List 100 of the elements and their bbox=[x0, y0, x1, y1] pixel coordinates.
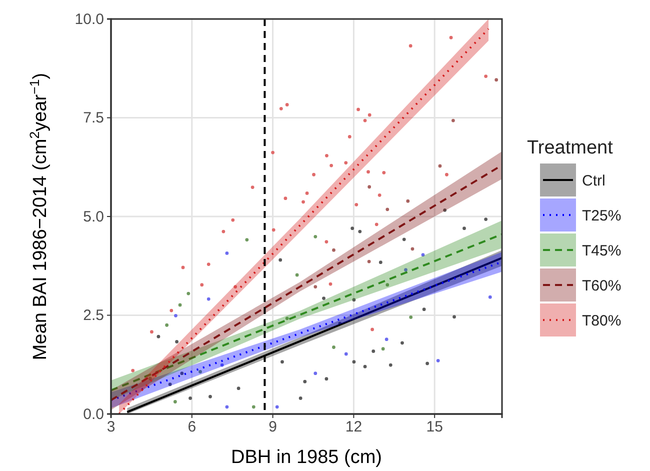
legend-label: Ctrl bbox=[582, 172, 606, 190]
y-tick-label: 5.0 bbox=[83, 208, 104, 226]
point bbox=[332, 346, 336, 349]
point bbox=[462, 226, 466, 230]
point bbox=[436, 358, 440, 362]
point bbox=[220, 363, 224, 367]
legend-title: Treatment bbox=[527, 138, 614, 158]
point bbox=[404, 268, 408, 272]
point bbox=[324, 240, 328, 244]
point bbox=[352, 360, 356, 364]
point bbox=[222, 230, 226, 234]
point bbox=[173, 400, 177, 404]
y-tick-label: 10.0 bbox=[74, 10, 104, 28]
point bbox=[188, 396, 192, 400]
point bbox=[168, 382, 172, 386]
point bbox=[298, 396, 302, 400]
point bbox=[356, 108, 360, 112]
point bbox=[314, 285, 318, 288]
point bbox=[156, 334, 160, 338]
point bbox=[367, 260, 371, 264]
point bbox=[206, 262, 210, 266]
point bbox=[382, 170, 386, 174]
point bbox=[150, 330, 154, 334]
point bbox=[314, 372, 318, 376]
point bbox=[406, 199, 410, 203]
point bbox=[344, 161, 348, 164]
point bbox=[250, 186, 254, 189]
point bbox=[324, 377, 328, 381]
point bbox=[236, 386, 240, 390]
point bbox=[322, 296, 326, 300]
point bbox=[332, 248, 336, 252]
point bbox=[400, 341, 404, 345]
point bbox=[402, 238, 406, 242]
point bbox=[348, 135, 352, 138]
point bbox=[328, 282, 332, 286]
point bbox=[381, 347, 385, 351]
point bbox=[443, 208, 447, 212]
point bbox=[208, 394, 212, 398]
point bbox=[378, 193, 382, 197]
point bbox=[206, 297, 210, 301]
point bbox=[280, 360, 284, 364]
point bbox=[245, 238, 249, 242]
point bbox=[488, 295, 492, 299]
x-axis-title: DBH in 1985 (cm) bbox=[231, 447, 382, 468]
point bbox=[178, 303, 182, 307]
point bbox=[484, 74, 488, 78]
point bbox=[312, 172, 316, 176]
point bbox=[278, 258, 282, 262]
point bbox=[285, 103, 289, 106]
x-tick-label: 15 bbox=[426, 418, 443, 436]
point bbox=[181, 266, 185, 270]
point bbox=[410, 247, 414, 251]
point bbox=[452, 118, 455, 122]
point bbox=[175, 340, 178, 344]
x-tick-label: 12 bbox=[345, 418, 362, 436]
legend-label: T80% bbox=[582, 312, 622, 330]
point bbox=[363, 118, 367, 122]
point bbox=[445, 172, 448, 176]
legend-label: T60% bbox=[582, 278, 622, 294]
point bbox=[200, 283, 204, 287]
point bbox=[231, 218, 235, 222]
point bbox=[484, 218, 488, 221]
point bbox=[186, 292, 190, 296]
point bbox=[275, 405, 279, 409]
point bbox=[368, 113, 372, 117]
point bbox=[303, 380, 307, 384]
point bbox=[305, 192, 309, 195]
point bbox=[494, 78, 498, 82]
point bbox=[330, 164, 333, 168]
point bbox=[284, 196, 288, 200]
point bbox=[409, 316, 413, 319]
point bbox=[148, 376, 152, 380]
point bbox=[180, 372, 184, 376]
y-tick-label: 0.0 bbox=[83, 406, 104, 423]
point bbox=[384, 338, 388, 342]
point bbox=[325, 154, 328, 158]
point bbox=[295, 273, 299, 277]
point bbox=[378, 260, 382, 264]
point bbox=[225, 252, 229, 255]
point bbox=[354, 202, 358, 206]
x-tick-label: 6 bbox=[188, 418, 196, 436]
point bbox=[279, 106, 283, 110]
point bbox=[366, 170, 370, 174]
point bbox=[174, 314, 178, 318]
point bbox=[198, 370, 202, 374]
point bbox=[363, 364, 367, 368]
point bbox=[252, 405, 256, 409]
point bbox=[386, 283, 390, 287]
point bbox=[271, 150, 274, 154]
point bbox=[449, 36, 453, 40]
point bbox=[374, 222, 378, 226]
point bbox=[408, 44, 412, 48]
point bbox=[344, 352, 348, 356]
point bbox=[421, 253, 425, 257]
point bbox=[370, 328, 374, 332]
point bbox=[165, 323, 169, 327]
x-tick-label: 3 bbox=[106, 418, 116, 436]
point bbox=[302, 200, 305, 204]
point bbox=[131, 368, 135, 372]
point bbox=[272, 228, 276, 232]
